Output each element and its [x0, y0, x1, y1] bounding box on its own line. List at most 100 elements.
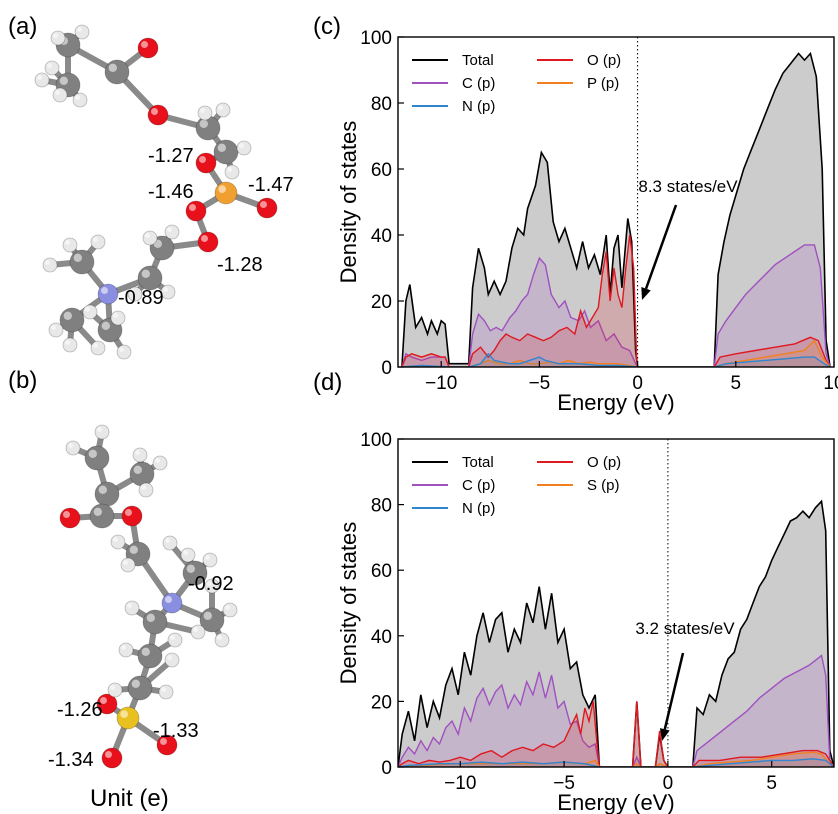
- y-tick-label: 20: [371, 292, 392, 313]
- x-tick-label: 5: [766, 773, 777, 794]
- mol-b-atom-carbon: [182, 560, 208, 586]
- mol-a-atom-hydrogen: [90, 340, 106, 356]
- mol-b-atom-hydrogen: [158, 684, 174, 700]
- mol-a-atom-oxygen: [185, 200, 207, 222]
- series-area: [398, 758, 834, 767]
- annotation-label: 8.3 states/eV: [638, 177, 738, 196]
- mol-a-atom-hydrogen: [34, 72, 50, 88]
- legend-item: Total: [412, 454, 494, 471]
- mol-b-atom-oxygen: [156, 734, 178, 756]
- mol-a-atom-hydrogen: [62, 337, 78, 353]
- mol-a-atom-hydrogen: [197, 105, 213, 121]
- plot-frame: [397, 438, 835, 768]
- y-tick-label: 20: [371, 692, 392, 713]
- mol-a-atom-hydrogen: [236, 140, 252, 156]
- legend-label: Total: [462, 454, 494, 471]
- panel-c-label: (c): [313, 13, 341, 40]
- series-n-p: [398, 758, 834, 767]
- mol-a-atom-hydrogen: [224, 164, 240, 180]
- mol-b-atom-carbon: [94, 481, 120, 507]
- mol-b-atom-carbon: [142, 609, 168, 635]
- mol-a-atom-hydrogen: [116, 344, 132, 360]
- series-area: [401, 235, 831, 367]
- mol-b-atom-hydrogen: [162, 535, 178, 551]
- series-area: [398, 655, 834, 767]
- mol-a-atom-carbon: [59, 307, 85, 333]
- mol-a-atom-carbon: [69, 249, 95, 275]
- mol-a-atom-oxygen: [147, 104, 169, 126]
- series-line: [398, 654, 834, 767]
- mol-a-atom-hydrogen: [72, 92, 88, 108]
- charge-b-1: -0.92: [188, 573, 234, 595]
- molecule-b-atoms: [59, 424, 238, 769]
- y-axis-label: Density of states: [336, 522, 361, 685]
- y-tick-label: 40: [371, 226, 392, 247]
- panel-c-dos-chart: (c) −10−50510020406080100Energy (eV)Dens…: [313, 13, 838, 415]
- charge-a-5: -0.89: [118, 287, 164, 309]
- charge-a-2: -1.46: [148, 181, 194, 203]
- series-line: [401, 51, 831, 367]
- mol-b-atom-carbon: [137, 643, 163, 669]
- x-tick-label: −10: [425, 373, 457, 394]
- x-tick-label: −10: [444, 773, 476, 794]
- series-line: [401, 234, 831, 367]
- legend-item: P (p): [537, 75, 619, 92]
- mol-b-atom-hydrogen: [164, 652, 180, 668]
- legend-item: O (p): [537, 52, 621, 69]
- mol-b-atom-hydrogen: [202, 552, 218, 568]
- mol-a-atom-hydrogen: [90, 234, 106, 250]
- mol-b-atom-hydrogen: [214, 632, 230, 648]
- legend-label: N (p): [462, 98, 495, 115]
- charge-b-2: -1.26: [57, 699, 103, 721]
- mol-b-atom-nitrogen: [161, 592, 183, 614]
- mol-a-atom-hydrogen: [48, 322, 64, 338]
- mol-b-atom-hydrogen: [120, 557, 136, 573]
- charge-b-3: -1.33: [153, 720, 199, 742]
- x-tick-label: 0: [632, 373, 643, 394]
- x-axis-label: Energy (eV): [557, 790, 674, 814]
- mol-a-atom-oxygen: [195, 152, 217, 174]
- mol-a-atom-carbon: [213, 139, 239, 165]
- mol-b-atom-hydrogen: [152, 455, 168, 471]
- arrow-head-icon: [641, 287, 651, 300]
- panel-d-label: (d): [313, 369, 342, 396]
- legend-label: C (p): [462, 477, 495, 494]
- mol-a-atom-hydrogen: [160, 284, 176, 300]
- legend-item: O (p): [537, 454, 621, 471]
- mol-a-atom-hydrogen: [164, 224, 180, 240]
- mol-b-atom-hydrogen: [107, 682, 123, 698]
- mol-a-atom-oxygen: [256, 197, 278, 219]
- mol-a-atom-hydrogen: [82, 304, 98, 320]
- legend: Total C (p) N (p) O (p) P (p): [412, 52, 621, 115]
- plot-frame: [397, 36, 835, 368]
- mol-a-atom-carbon: [137, 265, 163, 291]
- x-tick-label: 10: [823, 373, 838, 394]
- panel-a-molecule: (a) -1.27 -1.46 -1.47 -1.28 -0.89: [8, 13, 294, 360]
- arrow-head-icon: [659, 728, 670, 741]
- chart-d-plot: −10 −5 0 5 0 20 40 60 80 100 Energy (eV) Density of…: [336, 430, 835, 814]
- mol-b-atom-oxygen: [121, 505, 143, 527]
- mol-b-atom-hydrogen: [124, 600, 140, 616]
- mol-b-atom-carbon: [129, 461, 155, 487]
- unit-label: Unit (e): [90, 785, 169, 812]
- mol-a-atom-hydrogen: [127, 286, 143, 302]
- legend-item: Total: [412, 52, 494, 69]
- x-axis-label: Energy (eV): [557, 390, 674, 415]
- legend-item: N (p): [412, 500, 495, 517]
- legend-label: N (p): [462, 500, 495, 517]
- series-line: [398, 758, 834, 767]
- series-area: [401, 53, 831, 367]
- mol-a-atom-oxygen: [197, 231, 219, 253]
- mol-a-atom-hydrogen: [62, 237, 78, 253]
- mol-b-atom-carbon: [84, 445, 110, 471]
- series-total: [398, 499, 834, 767]
- series-n-p: [401, 352, 831, 367]
- mol-b-atom-carbon: [89, 503, 115, 529]
- legend-label: C (p): [462, 75, 495, 92]
- mol-b-atom-oxygen: [101, 747, 123, 769]
- mol-a-atom-phosphorus: [214, 181, 238, 205]
- mol-b-atom-sulfur: [116, 706, 140, 730]
- legend-label: O (p): [587, 454, 621, 471]
- charge-b-4: -1.34: [48, 749, 94, 771]
